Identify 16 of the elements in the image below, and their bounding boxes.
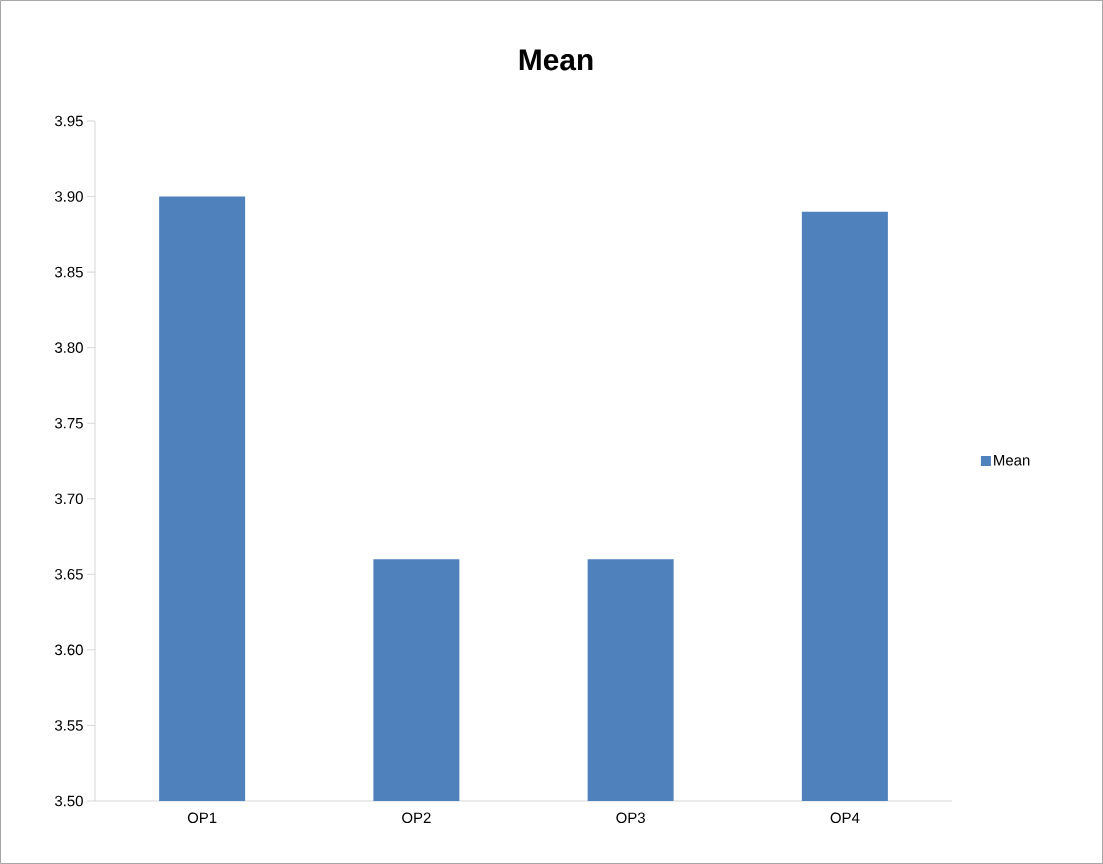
chart-title: Mean: [519, 49, 593, 71]
legend-label: Mean: [994, 455, 1030, 466]
x-tick-label: OP1: [187, 812, 217, 824]
y-tick-label: 3.70: [54, 493, 83, 505]
y-tick-label: 3.75: [54, 417, 83, 429]
y-tick-label: 3.50: [54, 795, 83, 807]
x-tick-label: OP3: [616, 812, 645, 824]
x-tick-label: OP2: [402, 812, 431, 824]
y-tick-label: 3.60: [54, 644, 83, 656]
y-tick-label: 3.55: [54, 720, 83, 731]
y-tick-label: 3.65: [54, 569, 83, 580]
y-tick-label: 3.90: [54, 191, 83, 202]
x-tick-label: OP4: [830, 812, 860, 824]
y-tick-label: 3.85: [54, 266, 83, 278]
y-tick-label: 3.80: [54, 342, 83, 353]
y-tick-label: 3.95: [54, 115, 83, 127]
